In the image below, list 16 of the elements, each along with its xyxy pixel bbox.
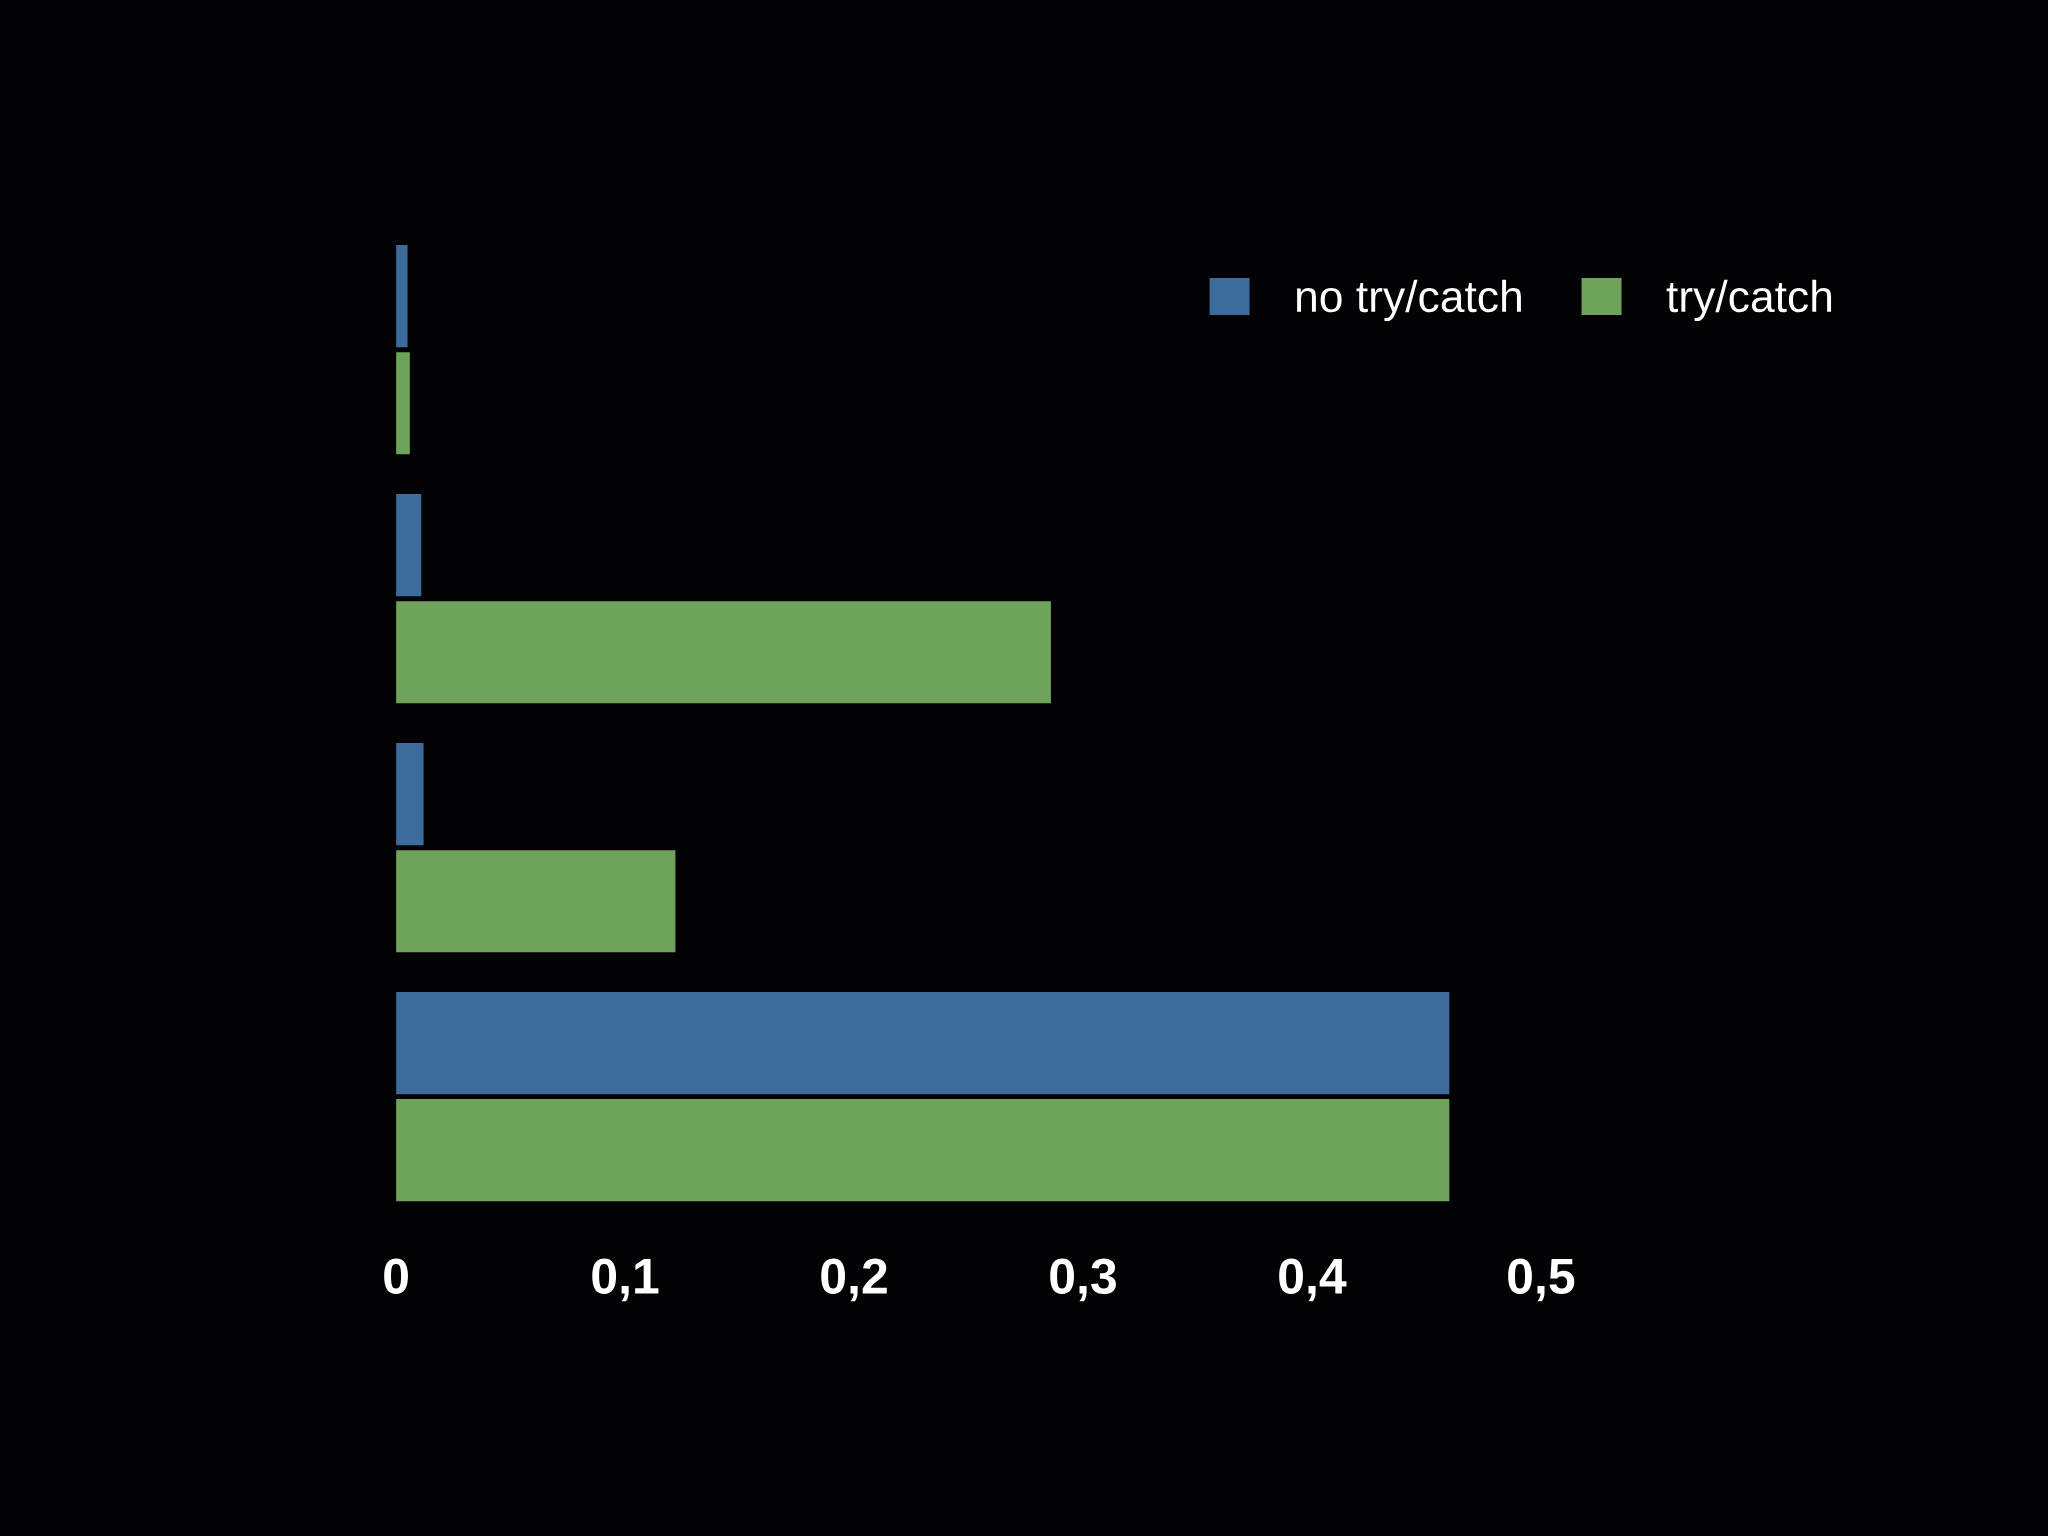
legend-label: no try/catch [1297, 279, 1521, 322]
legend-label: try/catch [1666, 279, 1832, 322]
x-tick-label: 0,3 [1050, 1258, 1116, 1302]
bar [396, 850, 676, 953]
bar [396, 601, 1051, 704]
bar [396, 245, 408, 348]
bar [396, 743, 424, 846]
x-tick-label: 0 [384, 1258, 408, 1294]
bar [396, 1099, 1450, 1202]
x-tick-label: 0,1 [592, 1258, 659, 1302]
x-tick-label: 0,5 [1508, 1258, 1575, 1302]
bar [396, 992, 1450, 1095]
bar [396, 352, 410, 455]
bar [396, 494, 422, 597]
x-tick-label: 0,4 [1279, 1258, 1347, 1302]
x-tick-label: 0,2 [821, 1258, 887, 1302]
